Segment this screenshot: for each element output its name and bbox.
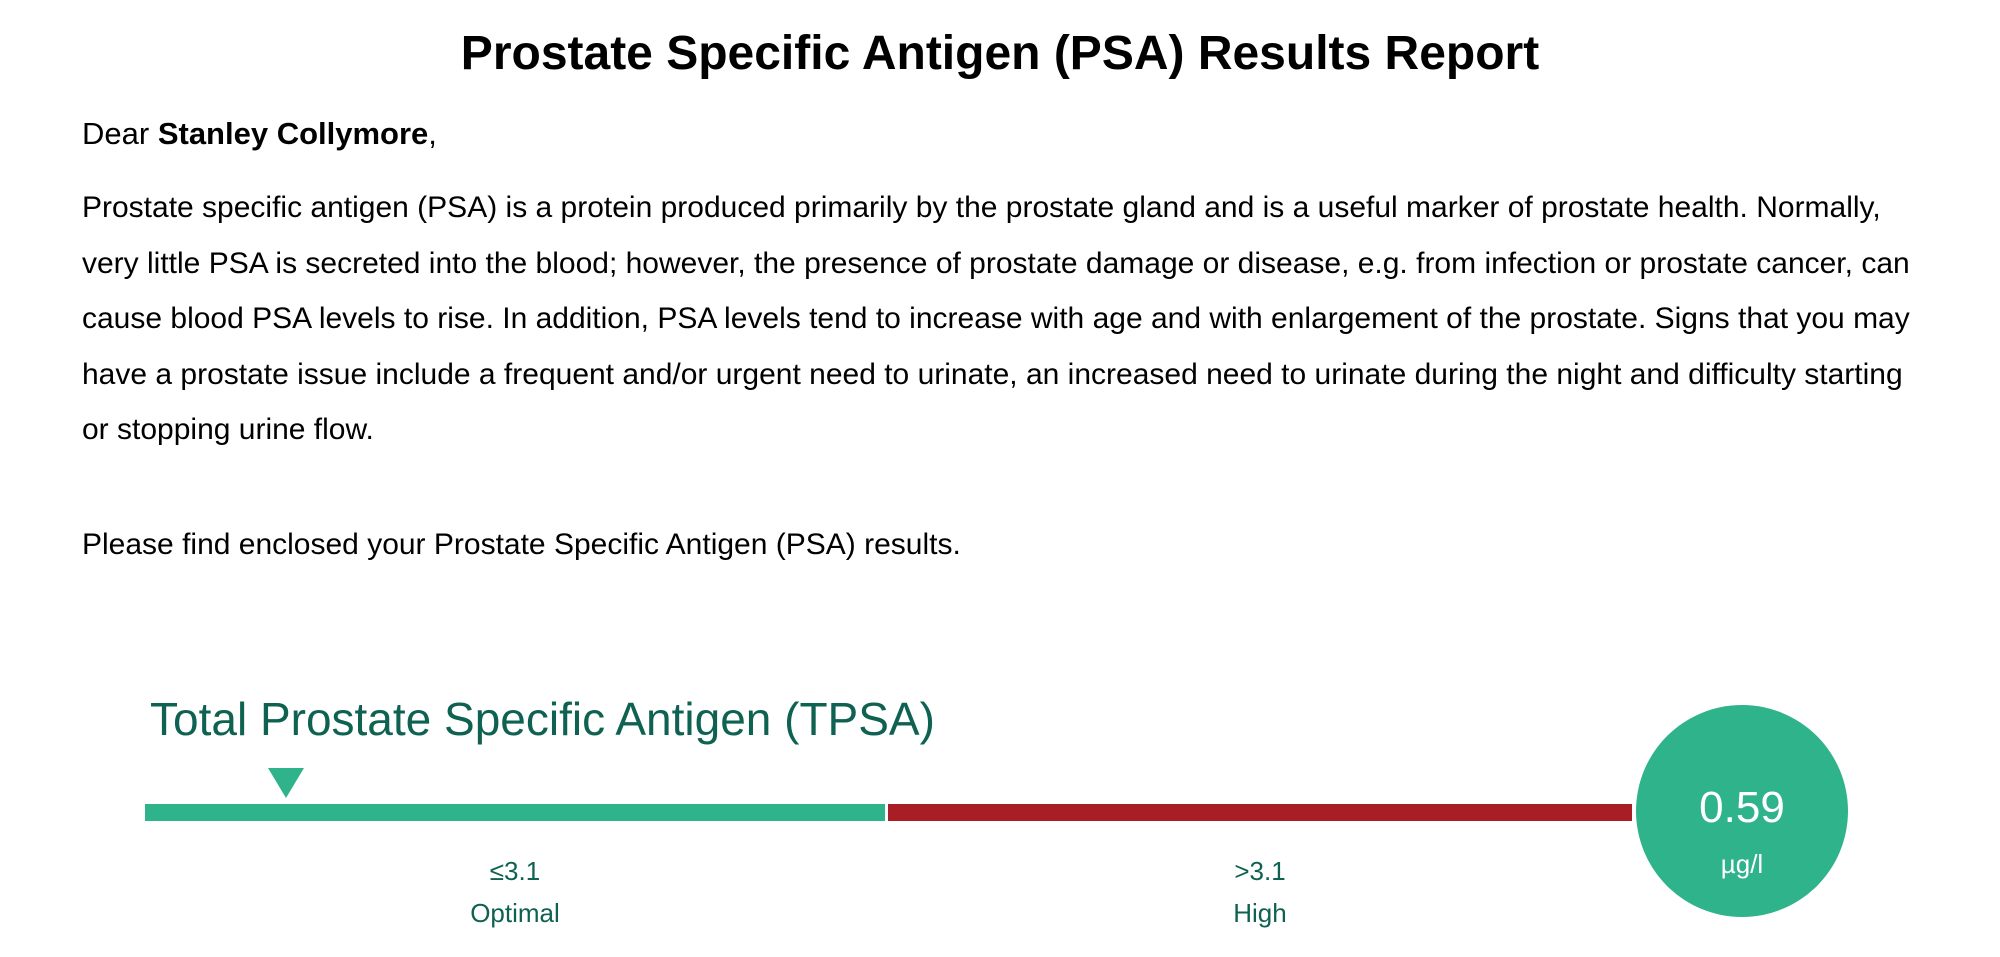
greeting-suffix: , — [428, 116, 437, 151]
patient-name: Stanley Collymore — [157, 116, 429, 151]
range-threshold-optimal: ≤3.1 — [489, 856, 541, 886]
greeting: Dear Stanley Collymore, — [82, 116, 437, 152]
enclosed-results-text: Please find enclosed your Prostate Speci… — [82, 528, 961, 561]
range-threshold-high: >3.1 — [1234, 856, 1286, 886]
range-label-high: >3.1 High — [1160, 850, 1360, 934]
intro-paragraph: Prostate specific antigen (PSA) is a pro… — [82, 191, 1910, 446]
result-unit: µg/l — [1720, 849, 1764, 879]
range-bar-optimal — [145, 804, 885, 821]
result-marker-icon — [268, 768, 305, 798]
greeting-prefix: Dear — [82, 116, 158, 151]
range-name-high: High — [1233, 898, 1287, 928]
report-title: Prostate Specific Antigen (PSA) Results … — [460, 27, 1540, 80]
test-name: Total Prostate Specific Antigen (TPSA) — [150, 693, 935, 745]
result-value: 0.59 — [1699, 783, 1785, 832]
range-bar-high — [888, 804, 1632, 821]
range-label-optimal: ≤3.1 Optimal — [415, 850, 615, 934]
range-name-optimal: Optimal — [470, 898, 560, 928]
result-circle: 0.59 µg/l — [1636, 705, 1848, 917]
